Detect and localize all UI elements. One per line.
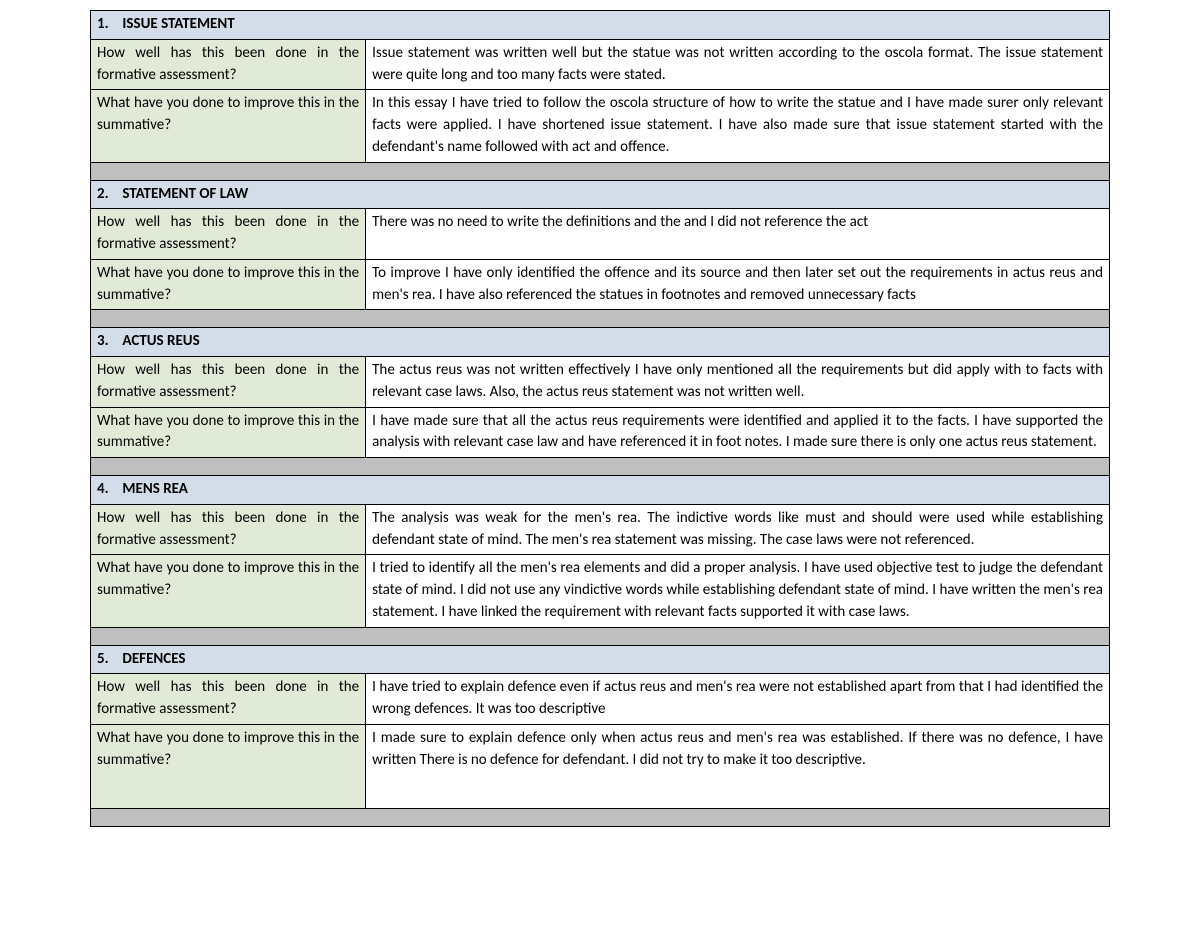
section-number: 5. bbox=[97, 649, 119, 671]
section-title: ACTUS REUS bbox=[122, 332, 199, 350]
section-number: 4. bbox=[97, 479, 119, 501]
answer-cell: To improve I have only identified the of… bbox=[366, 259, 1110, 310]
question-cell: How well has this been done in the forma… bbox=[91, 674, 366, 725]
section-header: 5. DEFENCES bbox=[91, 645, 1110, 674]
section-title: STATEMENT OF LAW bbox=[122, 185, 248, 203]
question-cell: What have you done to improve this in th… bbox=[91, 90, 366, 162]
document-page: 1. ISSUE STATEMENT How well has this bee… bbox=[0, 0, 1200, 857]
section-header-row: 4. MENS REA bbox=[91, 476, 1110, 505]
question-cell: How well has this been done in the forma… bbox=[91, 209, 366, 260]
section-header-row: 3. ACTUS REUS bbox=[91, 328, 1110, 357]
section-number: 3. bbox=[97, 331, 119, 353]
question-cell: How well has this been done in the forma… bbox=[91, 357, 366, 408]
spacer-row bbox=[91, 809, 1110, 827]
answer-cell: I have tried to explain defence even if … bbox=[366, 674, 1110, 725]
answer-text: I made sure to explain defence only when… bbox=[372, 729, 1103, 769]
table-row: How well has this been done in the forma… bbox=[91, 209, 1110, 260]
table-row: How well has this been done in the forma… bbox=[91, 674, 1110, 725]
section-title: DEFENCES bbox=[122, 650, 185, 668]
answer-cell: I tried to identify all the men's rea el… bbox=[366, 555, 1110, 627]
section-title: ISSUE STATEMENT bbox=[122, 15, 234, 33]
answer-cell: I made sure to explain defence only when… bbox=[366, 724, 1110, 809]
question-cell: What have you done to improve this in th… bbox=[91, 407, 366, 458]
answer-cell: I have made sure that all the actus reus… bbox=[366, 407, 1110, 458]
question-cell: What have you done to improve this in th… bbox=[91, 724, 366, 809]
table-row: What have you done to improve this in th… bbox=[91, 407, 1110, 458]
answer-cell: There was no need to write the definitio… bbox=[366, 209, 1110, 260]
question-cell: How well has this been done in the forma… bbox=[91, 39, 366, 90]
table-row: How well has this been done in the forma… bbox=[91, 39, 1110, 90]
answer-cell: Issue statement was written well but the… bbox=[366, 39, 1110, 90]
answer-cell: In this essay I have tried to follow the… bbox=[366, 90, 1110, 162]
section-header: 4. MENS REA bbox=[91, 476, 1110, 505]
spacer-row bbox=[91, 310, 1110, 328]
table-row: What have you done to improve this in th… bbox=[91, 90, 1110, 162]
section-header: 3. ACTUS REUS bbox=[91, 328, 1110, 357]
section-number: 1. bbox=[97, 14, 119, 36]
table-row: How well has this been done in the forma… bbox=[91, 357, 1110, 408]
table-row: How well has this been done in the forma… bbox=[91, 504, 1110, 555]
spacer-row bbox=[91, 627, 1110, 645]
reflection-table: 1. ISSUE STATEMENT How well has this bee… bbox=[90, 10, 1110, 827]
section-title: MENS REA bbox=[122, 480, 187, 498]
answer-cell: The actus reus was not written effective… bbox=[366, 357, 1110, 408]
section-header-row: 5. DEFENCES bbox=[91, 645, 1110, 674]
answer-cell: The analysis was weak for the men's rea.… bbox=[366, 504, 1110, 555]
section-number: 2. bbox=[97, 184, 119, 206]
section-header: 1. ISSUE STATEMENT bbox=[91, 11, 1110, 40]
section-header-row: 2. STATEMENT OF LAW bbox=[91, 180, 1110, 209]
table-row: What have you done to improve this in th… bbox=[91, 259, 1110, 310]
question-cell: What have you done to improve this in th… bbox=[91, 259, 366, 310]
padding bbox=[372, 771, 1103, 805]
section-header: 2. STATEMENT OF LAW bbox=[91, 180, 1110, 209]
table-row: What have you done to improve this in th… bbox=[91, 724, 1110, 809]
spacer-row bbox=[91, 458, 1110, 476]
table-row: What have you done to improve this in th… bbox=[91, 555, 1110, 627]
section-header-row: 1. ISSUE STATEMENT bbox=[91, 11, 1110, 40]
spacer-row bbox=[91, 162, 1110, 180]
question-cell: How well has this been done in the forma… bbox=[91, 504, 366, 555]
question-cell: What have you done to improve this in th… bbox=[91, 555, 366, 627]
